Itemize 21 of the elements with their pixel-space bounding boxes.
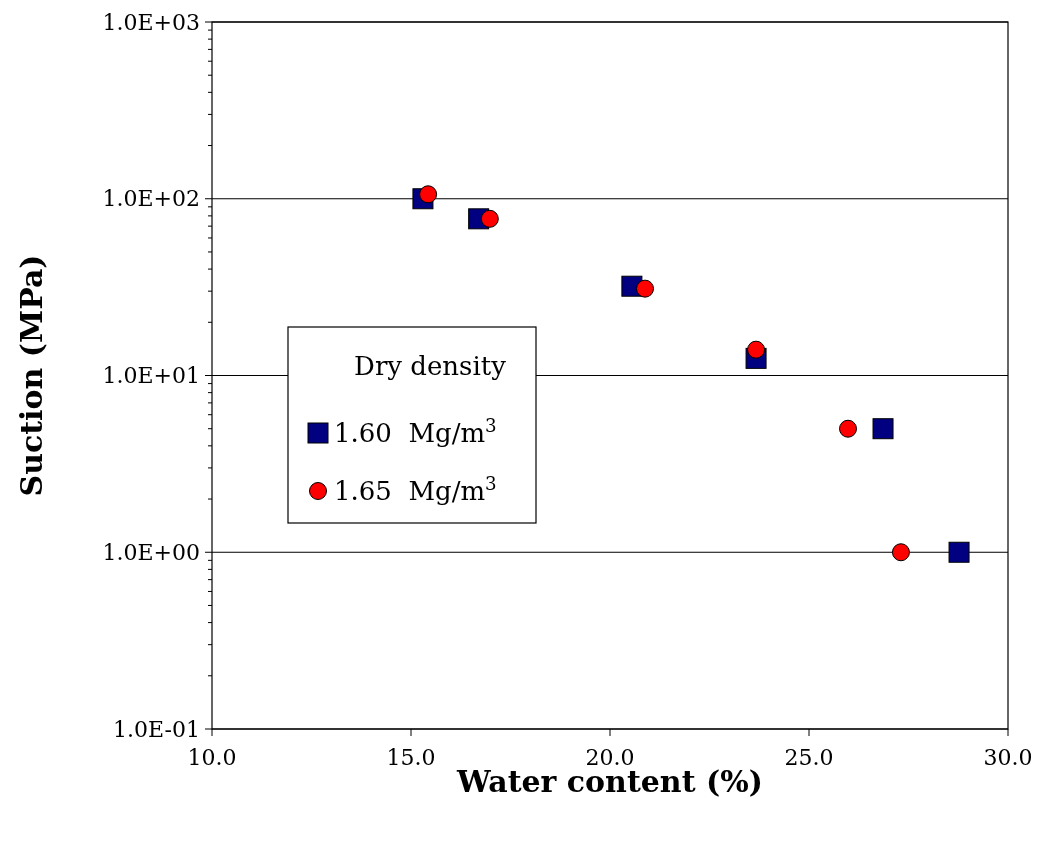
y-tick-label: 1.0E+02	[102, 186, 200, 212]
point	[480, 209, 499, 228]
legend-label: 1.65 Mg/m$^{3}$	[334, 472, 497, 507]
point	[872, 418, 894, 440]
point	[636, 279, 655, 298]
y-tick-label: 1.0E+00	[102, 539, 200, 565]
y-tick-label: 1.0E+01	[102, 363, 200, 389]
point	[747, 340, 766, 359]
point	[948, 541, 970, 563]
legend-label: 1.60 Mg/m$^{3}$	[334, 414, 497, 449]
y-tick-label: 1.0E+03	[102, 9, 200, 35]
x-tick-label: 25.0	[784, 745, 834, 770]
legend-title: Dry density	[354, 351, 507, 381]
point	[891, 543, 910, 562]
y-axis-title: Suction (MPa)	[14, 254, 49, 497]
point	[419, 185, 438, 204]
x-tick-label: 30.0	[983, 745, 1033, 770]
x-tick-label: 15.0	[386, 745, 436, 770]
y-tick-label: 1.0E-01	[113, 716, 200, 742]
x-tick-label: 10.0	[187, 745, 237, 770]
point	[839, 419, 857, 438]
